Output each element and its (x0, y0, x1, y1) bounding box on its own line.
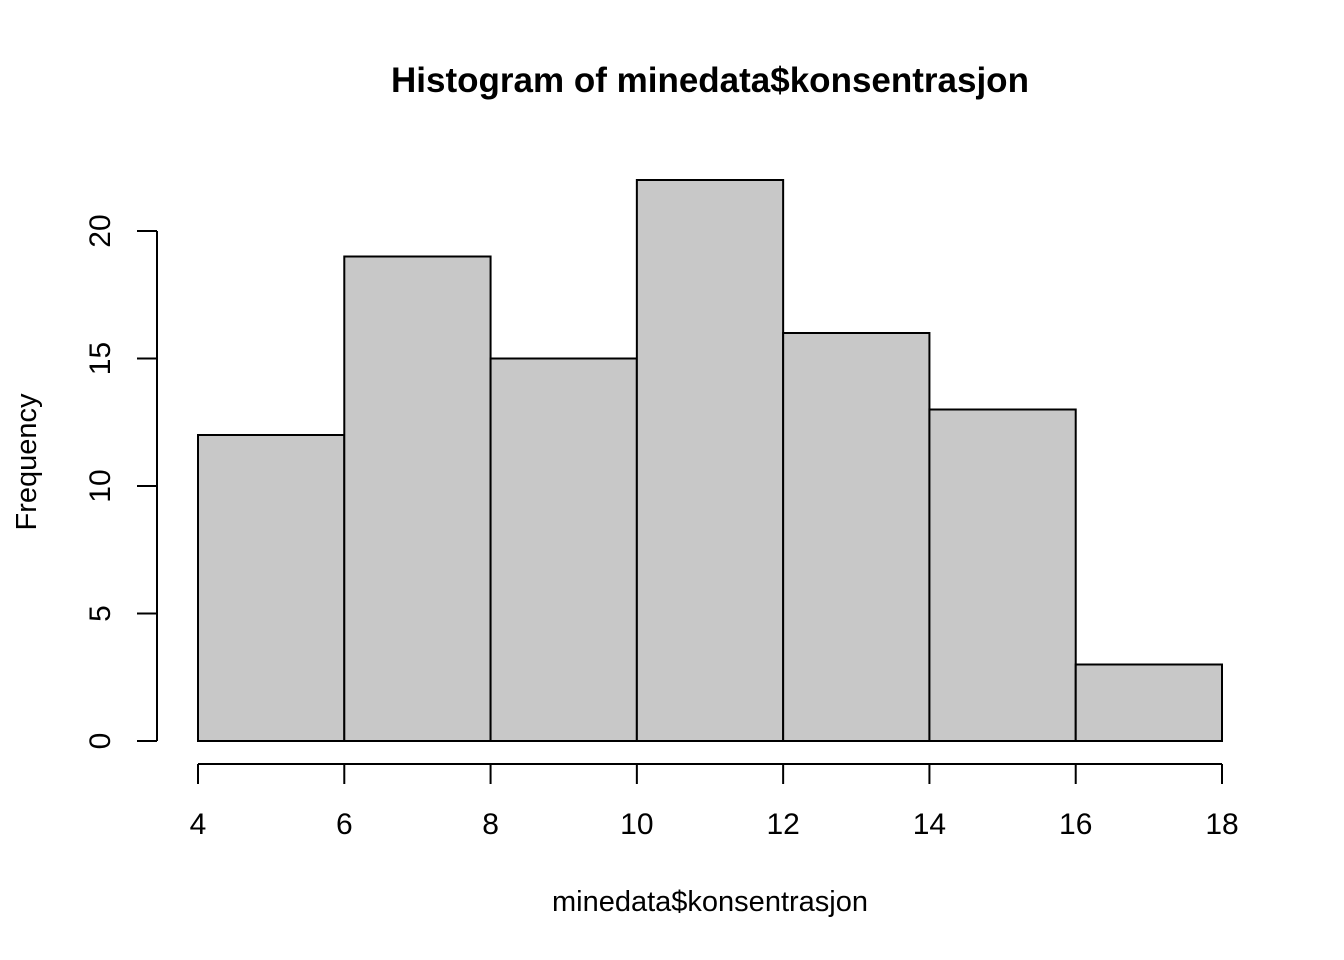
y-tick-label: 10 (84, 469, 117, 502)
histogram-bars (197, 179, 1223, 742)
x-tick-label: 10 (620, 808, 653, 841)
histogram-bar (1074, 663, 1223, 742)
x-tick-label: 12 (766, 808, 799, 841)
y-tick-label: 5 (84, 605, 117, 622)
y-tick-label: 15 (84, 342, 117, 375)
y-axis-label: Frequency (11, 393, 43, 531)
x-tick-label: 18 (1205, 808, 1238, 841)
y-tick-label: 0 (84, 733, 117, 750)
x-tick-label: 6 (336, 808, 353, 841)
chart-title: Histogram of minedata$konsentrasjon (391, 61, 1029, 100)
y-tick-label: 20 (84, 214, 117, 247)
histogram-bar (928, 408, 1077, 742)
histogram-bar (489, 357, 638, 742)
y-axis: 0 5 10 15 20 (84, 214, 158, 750)
histogram-bar (197, 434, 346, 742)
x-tick-label: 14 (913, 808, 946, 841)
histogram-bar (782, 332, 931, 742)
x-tick-label: 4 (190, 808, 207, 841)
x-axis-label: minedata$konsentrasjon (552, 886, 868, 918)
x-tick-label: 16 (1059, 808, 1092, 841)
x-tick-label: 8 (482, 808, 499, 841)
histogram-bar (343, 255, 492, 742)
x-axis: 4 6 8 10 12 14 16 18 (190, 763, 1239, 841)
histogram-bar (635, 179, 785, 742)
